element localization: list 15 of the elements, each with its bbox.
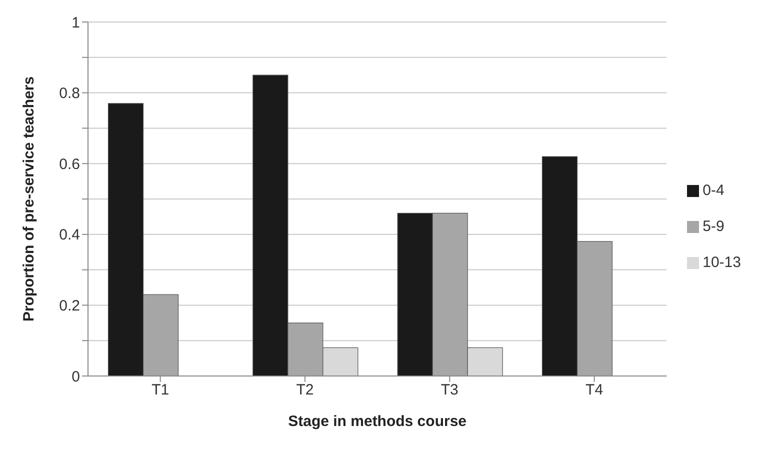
y-tick-label: 0.6: [59, 156, 80, 173]
y-tick-label: 0.8: [59, 85, 80, 102]
legend-label: 0-4: [702, 182, 724, 199]
x-tick-label: T3: [440, 382, 458, 399]
x-tick-label: T4: [586, 382, 604, 399]
y-tick-label: 1: [72, 14, 80, 32]
x-axis-title: Stage in methods course: [288, 413, 466, 430]
x-tick-label: T2: [296, 382, 314, 399]
legend-label: 10-13: [702, 254, 741, 271]
y-tick-label: 0.4: [59, 226, 80, 244]
legend-label: 5-9: [702, 218, 724, 235]
y-tick-label: 0: [72, 368, 80, 386]
y-tick-label: 0.2: [59, 298, 80, 315]
y-axis-title: Proportion of pre-service teachers: [20, 76, 38, 322]
x-tick-label: T1: [152, 382, 170, 399]
